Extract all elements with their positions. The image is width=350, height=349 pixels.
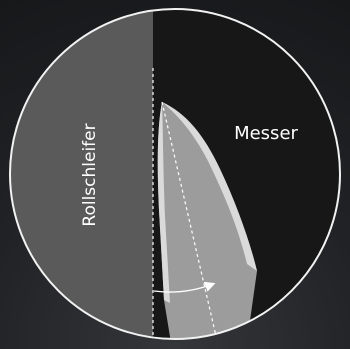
blade-body <box>157 102 257 339</box>
left-panel <box>10 9 153 339</box>
blade-bevel-left <box>157 102 170 303</box>
center-guide-line <box>161 101 220 339</box>
messer-label: Messer <box>234 123 298 144</box>
blade-bevel-right <box>162 102 257 271</box>
rollschleifer-label: Rollschleifer <box>80 123 100 226</box>
diagram-circle-outline <box>9 8 341 340</box>
angle-arrow <box>153 281 216 293</box>
